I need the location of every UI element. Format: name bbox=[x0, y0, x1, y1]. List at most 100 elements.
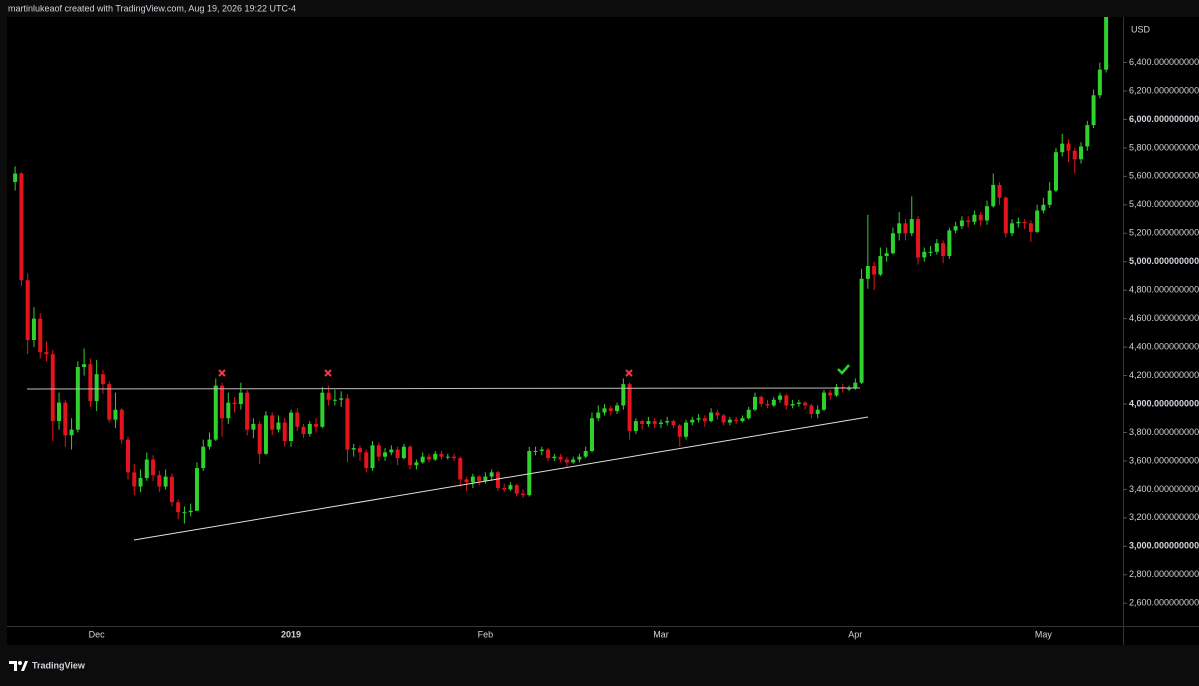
candle-body bbox=[151, 459, 156, 476]
candle-body bbox=[1066, 143, 1071, 151]
y-tick-label: 5,400.000000000 bbox=[1129, 199, 1199, 209]
candle-body bbox=[890, 233, 895, 254]
candle-body bbox=[872, 266, 877, 275]
candle-body bbox=[897, 223, 902, 234]
candle-body bbox=[88, 364, 93, 402]
candle-body bbox=[307, 423, 312, 434]
candle-body bbox=[916, 219, 921, 258]
candle-body bbox=[295, 412, 300, 427]
candle-body bbox=[947, 230, 952, 257]
candle-body bbox=[803, 402, 808, 406]
candle-body bbox=[132, 472, 137, 487]
candle-body bbox=[502, 487, 507, 490]
candle-body bbox=[665, 421, 670, 423]
candle-body bbox=[401, 446, 406, 459]
candle-body bbox=[389, 449, 394, 453]
candle-body bbox=[734, 419, 739, 422]
candle-body bbox=[188, 510, 193, 513]
candle-body bbox=[677, 425, 682, 437]
candle-body bbox=[652, 421, 657, 424]
candle-body bbox=[552, 456, 557, 459]
candle-body bbox=[558, 456, 563, 460]
candle-body bbox=[853, 382, 858, 389]
logo bbox=[9, 661, 28, 671]
candle-body bbox=[991, 184, 996, 207]
candle-body bbox=[357, 448, 362, 453]
candle-body bbox=[583, 450, 588, 457]
candle-body bbox=[364, 452, 369, 469]
candle-body bbox=[821, 392, 826, 410]
candle-body bbox=[859, 278, 864, 383]
candle-body bbox=[533, 450, 538, 452]
time-axis bbox=[7, 626, 1123, 645]
candle-body bbox=[69, 429, 74, 436]
candle-body bbox=[790, 404, 795, 406]
candle-body bbox=[25, 280, 30, 340]
candle-body bbox=[1097, 69, 1102, 96]
y-tick-label: 6,200.000000000 bbox=[1129, 85, 1199, 95]
candle-body bbox=[107, 384, 112, 420]
candle-body bbox=[966, 220, 971, 222]
candle-body bbox=[834, 386, 839, 396]
candle-body bbox=[1047, 190, 1052, 205]
candle-body bbox=[658, 422, 663, 424]
candle-body bbox=[489, 472, 494, 477]
candle-body bbox=[771, 399, 776, 406]
candle-body bbox=[922, 251, 927, 258]
price-axis bbox=[1123, 17, 1199, 645]
candle-body bbox=[63, 402, 68, 436]
candle-body bbox=[38, 318, 43, 353]
candle-body bbox=[847, 388, 852, 390]
candle-body bbox=[138, 478, 143, 487]
candle-body bbox=[163, 476, 168, 487]
candle-body bbox=[477, 476, 482, 481]
candle-body bbox=[959, 220, 964, 227]
candle-body bbox=[289, 412, 294, 442]
candle-body bbox=[326, 392, 331, 400]
candle-body bbox=[646, 421, 651, 424]
candle-body bbox=[740, 418, 745, 422]
candle-body bbox=[50, 354, 55, 422]
candle-body bbox=[408, 446, 413, 466]
candle-body bbox=[633, 421, 638, 432]
y-tick-label: 3,200.000000000 bbox=[1129, 512, 1199, 522]
candle-body bbox=[226, 402, 231, 419]
candle-body bbox=[684, 422, 689, 437]
candle-body bbox=[972, 214, 977, 222]
candle-body bbox=[759, 396, 764, 405]
candle-body bbox=[100, 374, 105, 385]
candle-body bbox=[345, 398, 350, 450]
candle-body bbox=[113, 409, 118, 420]
candle-body bbox=[953, 226, 958, 231]
candle-body bbox=[1053, 152, 1058, 191]
check-marker bbox=[837, 364, 850, 375]
candle-body bbox=[909, 219, 914, 234]
plot-area bbox=[7, 17, 1123, 626]
candle-body bbox=[351, 448, 356, 450]
candle-body bbox=[640, 421, 645, 424]
candle-body bbox=[934, 243, 939, 252]
candle-body bbox=[577, 456, 582, 460]
candle-body bbox=[483, 476, 488, 481]
candle-body bbox=[621, 384, 626, 406]
candle-body bbox=[94, 374, 99, 402]
candle-body bbox=[527, 450, 532, 496]
candle-body bbox=[445, 456, 450, 458]
currency-label: USD bbox=[1131, 24, 1151, 34]
candle-body bbox=[433, 453, 438, 460]
candle-body bbox=[746, 409, 751, 419]
candle-body bbox=[903, 223, 908, 234]
y-tick-label: 4,600.000000000 bbox=[1129, 313, 1199, 323]
candle-body bbox=[1041, 204, 1046, 211]
candle-body bbox=[514, 485, 519, 494]
candle-body bbox=[207, 439, 212, 447]
candle-body bbox=[452, 456, 457, 459]
candle-body bbox=[420, 456, 425, 463]
candle-body bbox=[1104, 17, 1109, 70]
y-tick-label: 6,400.000000000 bbox=[1129, 57, 1199, 67]
candle-body bbox=[332, 399, 337, 401]
candle-body bbox=[602, 408, 607, 413]
candle-body bbox=[470, 476, 475, 483]
candle-body bbox=[1085, 125, 1090, 147]
